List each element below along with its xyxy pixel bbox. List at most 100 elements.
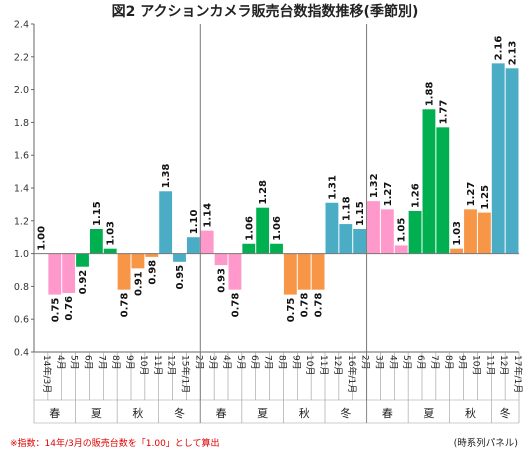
credit: (時系列パネル) xyxy=(454,437,518,449)
bar xyxy=(353,229,367,254)
bar xyxy=(76,253,89,267)
data-label: 2.16 xyxy=(494,36,505,61)
bar xyxy=(103,248,117,254)
season-label: 夏 xyxy=(423,407,434,420)
data-label: 0.95 xyxy=(175,265,186,290)
data-label: 1.06 xyxy=(272,216,283,241)
season-label: 春 xyxy=(382,407,393,420)
x-tick-label: 5月 xyxy=(235,355,246,370)
x-tick-label: 6月 xyxy=(249,355,260,370)
y-tick-label: 0.6 xyxy=(14,315,29,326)
y-tick-label: 2.0 xyxy=(14,85,29,96)
x-tick-label: 3月 xyxy=(207,355,218,370)
bar xyxy=(367,201,380,254)
bar xyxy=(117,253,131,290)
x-tick-label: 12月 xyxy=(332,355,343,375)
y-tick-label: 0.4 xyxy=(14,348,29,359)
data-label: 0.78 xyxy=(314,293,325,318)
data-label: 1.15 xyxy=(355,201,366,226)
x-tick-label: 11月 xyxy=(318,355,329,375)
data-label: 0.75 xyxy=(50,298,61,323)
footnote: ※指数：14年/3月の販売台数を「1.00」として算出 xyxy=(10,437,220,449)
season-label: 秋 xyxy=(132,406,143,420)
y-tick-label: 0.8 xyxy=(14,282,29,293)
x-tick-label: 7月 xyxy=(263,355,274,370)
data-label: 1.28 xyxy=(258,180,269,205)
bar xyxy=(505,68,519,254)
x-tick-label: 8月 xyxy=(110,355,121,370)
bar xyxy=(380,209,394,254)
bar xyxy=(131,253,145,269)
x-tick-label: 4月 xyxy=(221,355,232,370)
y-tick-label: 1.6 xyxy=(14,151,29,162)
bar xyxy=(242,243,256,254)
x-tick-label: 9月 xyxy=(457,355,468,370)
data-label: 1.06 xyxy=(244,216,255,241)
season-label: 秋 xyxy=(465,406,476,420)
bar xyxy=(408,210,422,254)
x-tick-label: 4月 xyxy=(55,355,66,370)
data-label: 1.00 xyxy=(36,226,47,251)
bar xyxy=(325,202,339,254)
data-label: 0.93 xyxy=(217,268,228,293)
y-tick-label: 1.8 xyxy=(14,118,29,129)
bar xyxy=(436,127,450,254)
data-label: 1.31 xyxy=(327,175,338,200)
bar xyxy=(145,253,159,257)
season-label: 秋 xyxy=(299,406,310,420)
data-label: 1.27 xyxy=(466,182,477,207)
x-tick-label: 16年/1月 xyxy=(346,355,358,393)
data-label: 0.92 xyxy=(78,270,89,295)
x-tick-label: 9月 xyxy=(124,355,135,370)
bar xyxy=(228,253,242,290)
x-tick-label: 11月 xyxy=(152,355,163,375)
bar xyxy=(89,229,103,254)
data-label: 1.27 xyxy=(383,182,394,207)
y-tick-label: 2.2 xyxy=(14,52,29,63)
x-tick-label: 2月 xyxy=(193,355,204,370)
data-label: 1.32 xyxy=(369,173,380,198)
bar xyxy=(297,253,311,290)
bar xyxy=(48,253,62,295)
y-axis: 0.4 0.6 0.8 1.0 1.2 1.4 1.6 1.8 2.0 2.2 2.4 xyxy=(14,20,35,359)
x-tick-label: 9月 xyxy=(290,355,301,370)
x-tick-label: 12月 xyxy=(166,355,177,375)
bar xyxy=(339,224,353,254)
y-tick-label: 2.4 xyxy=(14,20,29,31)
x-tick-label: 5月 xyxy=(69,355,80,370)
season-label: 冬 xyxy=(340,406,351,420)
x-tick-label: 3月 xyxy=(374,355,385,370)
data-label: 2.13 xyxy=(508,41,519,66)
x-tick-label: 7月 xyxy=(96,355,107,370)
bar xyxy=(491,63,505,254)
bar xyxy=(477,212,491,254)
data-label: 0.78 xyxy=(300,293,311,318)
season-label: 夏 xyxy=(257,407,268,420)
bar xyxy=(422,109,436,254)
data-label: 0.76 xyxy=(64,296,75,321)
y-tick-label: 1.2 xyxy=(14,216,29,227)
season-label: 冬 xyxy=(500,406,511,420)
bar xyxy=(311,253,325,290)
x-tick-label: 10月 xyxy=(138,355,149,375)
bar xyxy=(270,243,283,254)
bar xyxy=(214,253,228,266)
x-tick-label: 15年/1月 xyxy=(180,355,192,393)
x-tick-label: 17年/1月 xyxy=(512,355,524,393)
x-tick-label: 14年/3月 xyxy=(41,355,53,393)
season-row: 春夏秋冬春夏秋冬春夏秋冬 xyxy=(33,400,520,424)
chart-title: 図2 アクションカメラ販売台数指数推移(季節別) xyxy=(112,3,419,20)
bar xyxy=(173,253,186,262)
season-label: 夏 xyxy=(91,407,102,420)
bar xyxy=(450,248,464,254)
data-label: 1.14 xyxy=(203,203,214,228)
x-tick-label: 8月 xyxy=(443,355,454,370)
bar xyxy=(159,191,173,254)
data-label: 1.03 xyxy=(452,221,463,246)
x-tick-label: 11月 xyxy=(484,355,495,375)
bar xyxy=(256,207,270,254)
x-tick-label: 10月 xyxy=(304,355,315,375)
season-label: 春 xyxy=(49,407,60,420)
y-tick-label: 1.0 xyxy=(14,249,29,260)
bar xyxy=(62,253,76,293)
